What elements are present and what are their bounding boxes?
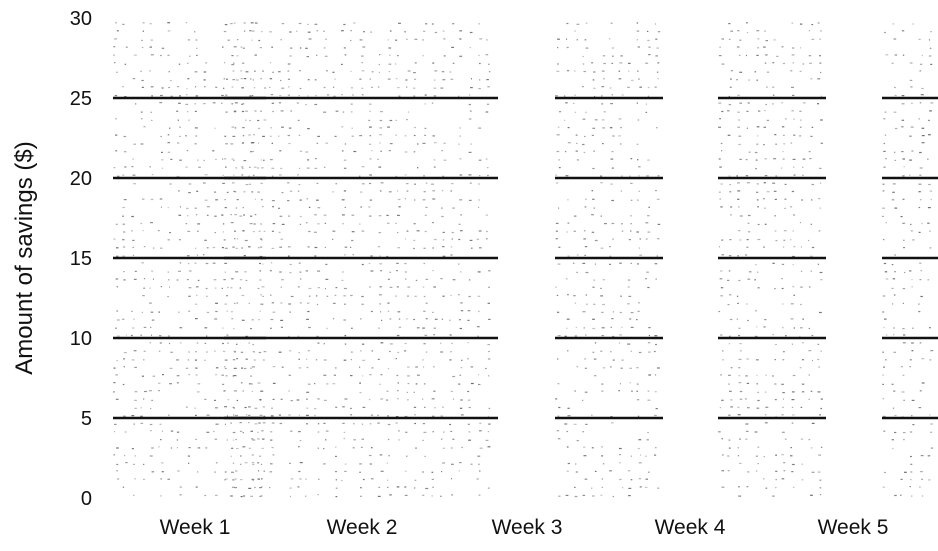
x-category-label: Week 2 xyxy=(327,516,398,539)
bar-dots-1 xyxy=(113,22,165,497)
bar-dots-2 xyxy=(167,22,264,498)
x-category-label: Week 4 xyxy=(655,516,726,539)
y-tick-label: 25 xyxy=(70,88,92,110)
bar-dots-6 xyxy=(882,23,934,497)
x-category-label: Week 1 xyxy=(160,516,231,539)
x-category-label: Week 5 xyxy=(818,516,889,539)
y-tick-label: 30 xyxy=(70,8,92,30)
y-tick-label: 5 xyxy=(81,408,92,430)
bar-dot-fills xyxy=(113,22,934,498)
bar-dots-3 xyxy=(224,22,491,498)
bar-dots-5 xyxy=(718,22,823,497)
y-tick-label: 15 xyxy=(70,248,92,270)
y-tick-label: 20 xyxy=(70,168,92,190)
y-tick-labels: 0 5 10 15 20 25 30 xyxy=(70,8,92,510)
y-axis-title: Amount of savings ($) xyxy=(11,141,38,374)
bar-segment-lines xyxy=(113,96,938,420)
y-tick-label: 0 xyxy=(81,488,92,510)
y-tick-label: 10 xyxy=(70,328,92,350)
x-category-labels: Week 1 Week 2 Week 3 Week 4 Week 5 xyxy=(160,516,889,539)
x-category-label: Week 3 xyxy=(492,516,563,539)
bar-dots-4 xyxy=(555,22,661,498)
